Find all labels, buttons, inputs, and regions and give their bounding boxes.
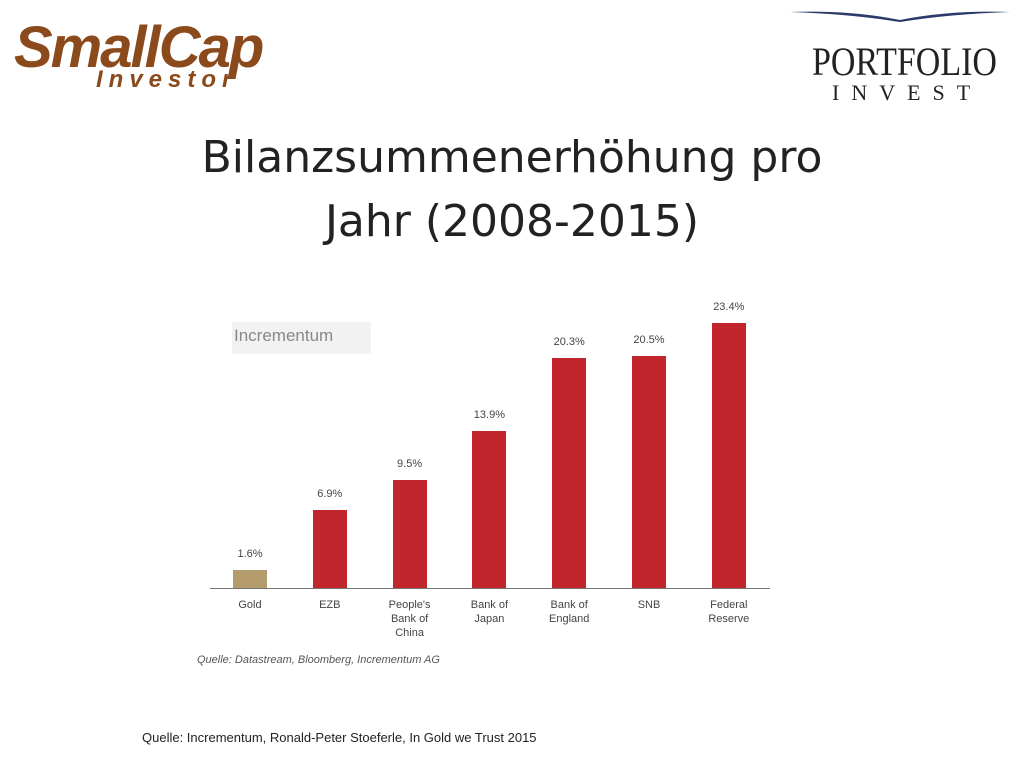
x-tick-label: People's Bank of China	[388, 599, 431, 639]
x-tick-label: Federal Reserve	[708, 599, 750, 625]
x-tick-label: Bank of Japan	[470, 599, 509, 625]
logo-text: SmallCap	[14, 15, 264, 80]
x-tick-label: Gold	[238, 599, 262, 611]
chart-source: Quelle: Datastream, Bloomberg, Increment…	[197, 654, 440, 666]
value-label: 1.6%	[237, 547, 263, 560]
logo-text: PORTFOLIO	[812, 39, 997, 84]
bar	[392, 480, 427, 588]
x-tick-label: Bank of England	[549, 599, 590, 625]
value-label: 13.9%	[473, 408, 505, 421]
bar	[233, 569, 267, 588]
footer: Quelle: Incrementum, Ronald-Peter Stoefe…	[142, 730, 537, 745]
logo-mark	[790, 11, 1010, 22]
logo-text: Investor	[96, 66, 238, 93]
value-label: 6.9%	[317, 487, 343, 500]
value-label: 20.3%	[553, 336, 585, 349]
bar	[472, 430, 507, 588]
chart-logo: Incrementum	[232, 322, 372, 354]
value-label: 23.4%	[713, 301, 745, 313]
value-label: 9.5%	[397, 458, 423, 471]
value-label: 20.5%	[633, 333, 665, 346]
x-tick-label: SNB	[637, 599, 661, 611]
x-axis	[210, 588, 770, 589]
bar	[552, 358, 587, 588]
chart-title: Bilanzsummenerhöhung pro Jahr (2008-2015…	[201, 132, 823, 247]
bar	[312, 509, 347, 588]
logo-text: INVEST	[832, 80, 983, 105]
bar	[632, 355, 666, 588]
x-tick-label: EZB	[319, 599, 341, 611]
bar	[711, 323, 746, 588]
